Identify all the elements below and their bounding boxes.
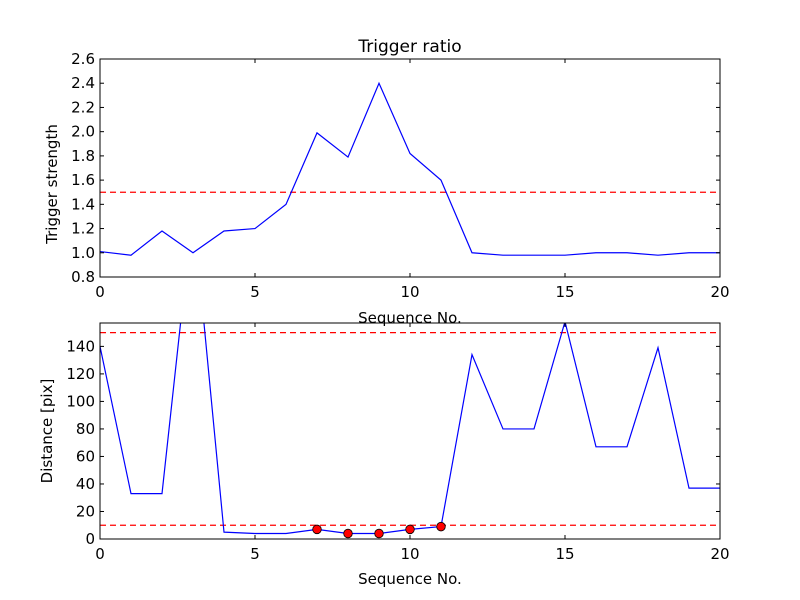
distance-chart: Sequence No. Distance [pix] 0 5 10 15 20 0 20 4… [38, 322, 730, 588]
series-line [100, 81, 720, 256]
x-tick-label: 10 [400, 283, 419, 301]
x-tick-label: 20 [710, 283, 729, 301]
y-tick-label: 120 [66, 365, 95, 383]
plot-area [100, 323, 720, 539]
y-tick-label: 140 [66, 337, 95, 355]
data-point-marker [343, 528, 353, 539]
x-tick-label: 15 [555, 283, 574, 301]
x-tick-label: 10 [400, 545, 419, 563]
x-tick-label: 0 [95, 545, 105, 563]
y-tick-label: 40 [76, 475, 95, 493]
data-point-marker [405, 524, 415, 535]
y-tick-label: 1.6 [71, 171, 95, 189]
plot-area [100, 81, 720, 256]
y-tick-label: 2.2 [71, 98, 95, 116]
y-tick-label: 2.4 [71, 74, 95, 92]
y-tick-label: 100 [66, 392, 95, 410]
x-tick-label: 15 [555, 545, 574, 563]
y-tick-label: 80 [76, 420, 95, 438]
data-point-marker [436, 521, 446, 532]
y-tick-label: 1.8 [71, 147, 95, 165]
chart-title: Trigger ratio [357, 37, 461, 57]
y-tick-label: 2.0 [71, 123, 95, 141]
trigger-ratio-chart: Trigger ratio Sequence No. Trigger stren… [43, 37, 730, 327]
x-tick-label: 5 [250, 283, 260, 301]
x-tick-label: 0 [95, 283, 105, 301]
x-tick-label: 5 [250, 545, 260, 563]
y-tick-label: 0.8 [71, 268, 95, 286]
y-tick-label: 1.2 [71, 220, 95, 238]
data-point-marker [374, 528, 384, 539]
y-tick-label: 20 [76, 502, 95, 520]
y-tick-label: 2.6 [71, 50, 95, 68]
x-tick-label: 20 [710, 545, 729, 563]
y-tick-label: 1.4 [71, 195, 95, 213]
y-axis-label: Distance [pix] [38, 379, 56, 484]
data-point-marker [312, 524, 322, 535]
y-tick-label: 60 [76, 447, 95, 465]
y-tick-label: 1.0 [71, 244, 95, 262]
y-axis-label: Trigger strength [43, 124, 61, 245]
x-axis-label: Sequence No. [358, 570, 462, 588]
y-tick-label: 0 [85, 530, 95, 548]
